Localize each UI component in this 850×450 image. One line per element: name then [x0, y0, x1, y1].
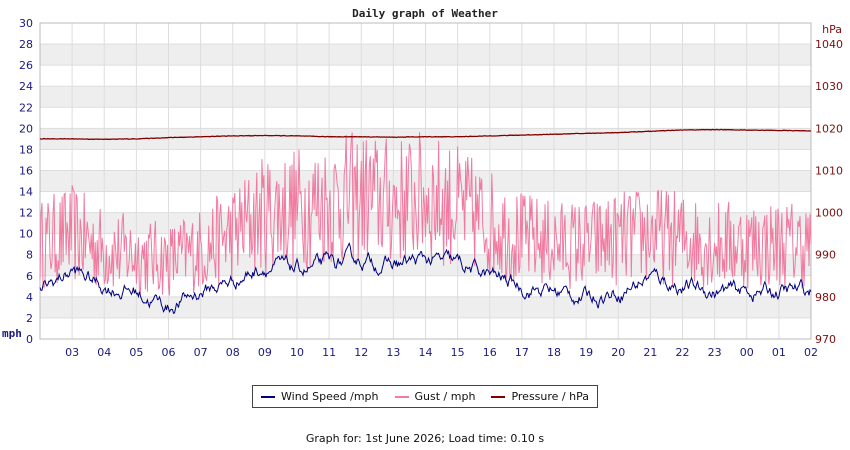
legend-swatch-pressure [491, 395, 506, 398]
left-tick-label: 14 [19, 186, 33, 199]
right-axis-ticks: 970 980 990 1000 1010 1020 1030 1040 [815, 38, 843, 346]
x-tick-label: 06 [162, 346, 176, 359]
right-tick-label: 1010 [815, 164, 843, 177]
left-tick-label: 4 [26, 291, 33, 304]
legend-swatch-gust [394, 395, 409, 398]
legend-label-pressure: Pressure / hPa [511, 390, 589, 403]
chart-series [39, 128, 812, 314]
x-tick-label: 10 [290, 346, 304, 359]
right-axis-unit: hPa [822, 23, 842, 36]
x-tick-label: 17 [515, 346, 529, 359]
left-axis-unit: mph [2, 327, 22, 340]
left-tick-label: 8 [26, 249, 33, 262]
plot-area-frame [39, 22, 812, 340]
x-tick-label: 19 [579, 346, 593, 359]
x-axis-ticks: 03 04 05 06 07 08 09 10 11 12 13 14 15 16 17 18 19 20 21 22… [65, 346, 818, 359]
series-line-pressure [39, 128, 812, 141]
left-tick-label: 22 [19, 101, 33, 114]
x-tick-label: 12 [354, 346, 368, 359]
series-line-gust [39, 132, 812, 296]
left-tick-label: 26 [19, 59, 33, 72]
legend-label-gust: Gust / mph [414, 390, 476, 403]
left-tick-label: 10 [19, 228, 33, 241]
x-tick-label: 11 [322, 346, 336, 359]
legend-swatch-wind-speed [261, 395, 275, 398]
x-tick-label: 13 [386, 346, 400, 359]
left-tick-label: 20 [19, 122, 33, 135]
x-tick-label: 02 [804, 346, 818, 359]
left-tick-label: 0 [26, 333, 33, 346]
right-tick-label: 980 [815, 291, 836, 304]
right-tick-label: 1040 [815, 38, 843, 51]
x-tick-label: 04 [97, 346, 111, 359]
legend-item-gust: Gust / mph [394, 390, 476, 403]
left-tick-label: 18 [19, 143, 33, 156]
legend-item-wind-speed: Wind Speed /mph [261, 390, 379, 403]
left-tick-label: 6 [26, 270, 33, 283]
x-tick-label: 22 [676, 346, 690, 359]
left-tick-label: 28 [19, 38, 33, 51]
right-tick-label: 970 [815, 333, 836, 346]
right-tick-label: 1030 [815, 80, 843, 93]
x-tick-label: 14 [419, 346, 433, 359]
left-tick-label: 12 [19, 207, 33, 220]
legend-item-pressure: Pressure / hPa [491, 390, 589, 403]
x-tick-label: 08 [226, 346, 240, 359]
x-tick-label: 23 [708, 346, 722, 359]
right-tick-label: 1020 [815, 122, 843, 135]
legend-label-wind-speed: Wind Speed /mph [281, 390, 379, 403]
x-tick-label: 15 [451, 346, 465, 359]
x-tick-label: 03 [65, 346, 79, 359]
right-tick-label: 1000 [815, 207, 843, 220]
chart-title: Daily graph of Weather [352, 7, 498, 20]
x-tick-label: 21 [643, 346, 657, 359]
x-tick-label: 07 [194, 346, 208, 359]
left-tick-label: 16 [19, 164, 33, 177]
x-tick-label: 18 [547, 346, 561, 359]
left-tick-label: 30 [19, 17, 33, 30]
x-tick-label: 20 [611, 346, 625, 359]
x-tick-label: 01 [772, 346, 786, 359]
x-tick-label: 09 [258, 346, 272, 359]
chart-legend: Wind Speed /mph Gust / mph Pressure / hP… [252, 385, 598, 408]
series-line-wind-speed [39, 242, 812, 314]
left-tick-label: 24 [19, 80, 33, 93]
right-tick-label: 990 [815, 249, 836, 262]
left-tick-label: 2 [26, 312, 33, 325]
x-tick-label: 00 [740, 346, 754, 359]
x-tick-label: 16 [483, 346, 497, 359]
graph-footer: Graph for: 1st June 2026; Load time: 0.1… [305, 432, 545, 445]
x-tick-label: 05 [129, 346, 143, 359]
